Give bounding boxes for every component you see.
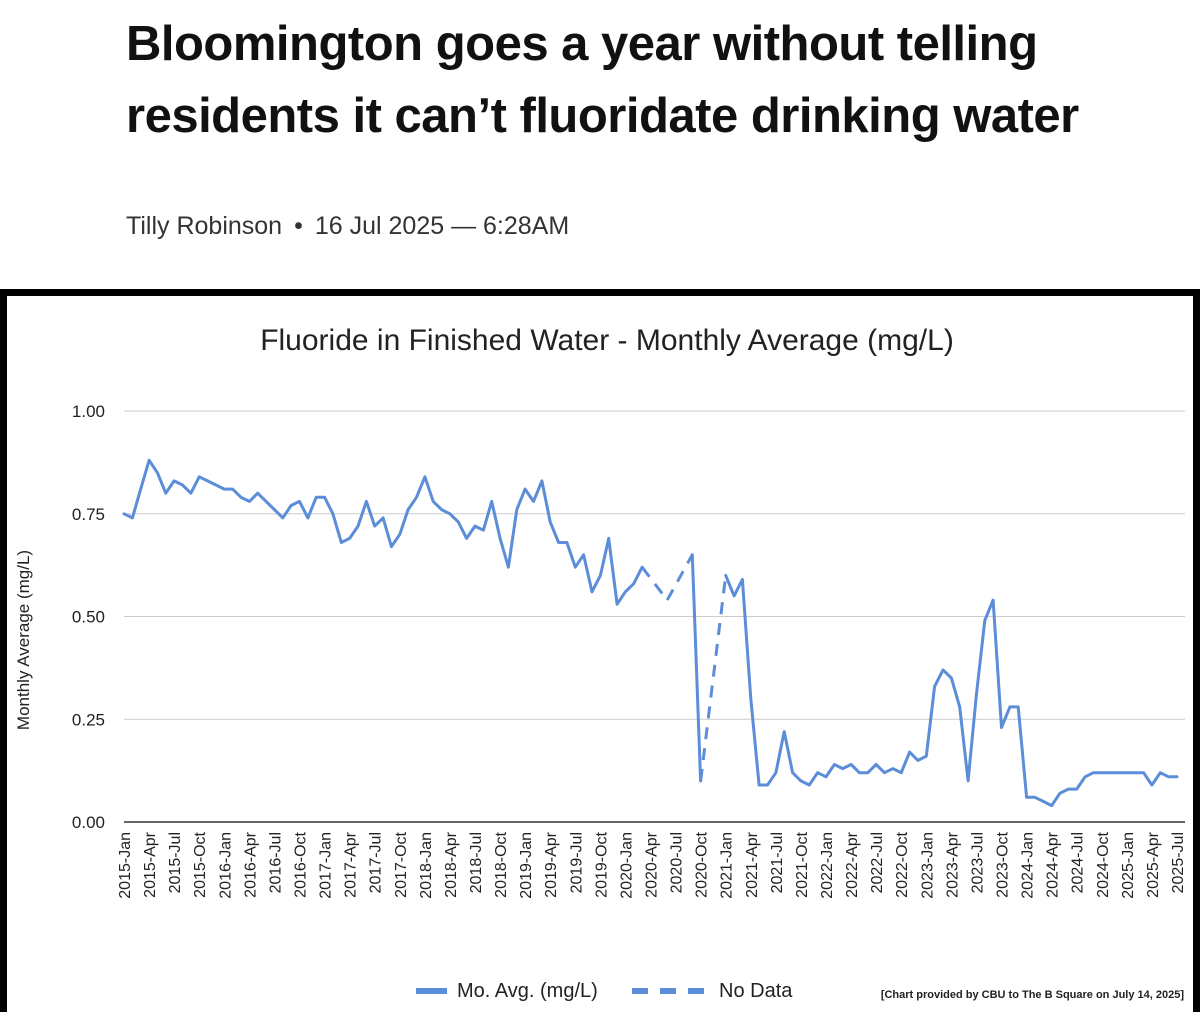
x-tick-label: 2022-Apr [844, 831, 861, 897]
article-headline: Bloomington goes a year without telling … [126, 17, 1079, 143]
x-tick-label: 2020-Jan [618, 832, 635, 899]
x-tick-label: 2021-Apr [744, 831, 761, 897]
x-tick-label: 2021-Oct [794, 831, 811, 897]
x-tick-label: 2019-Oct [593, 831, 610, 897]
y-tick-label: 0.00 [72, 813, 105, 832]
series-line-no-data [665, 554, 694, 601]
x-tick-label: 2025-Jul [1170, 832, 1187, 893]
x-tick-label: 2023-Oct [995, 831, 1012, 897]
x-tick-label: 2019-Apr [543, 831, 560, 897]
y-tick-label: 0.25 [72, 710, 105, 729]
chart-gridlines [124, 410, 1185, 823]
x-tick-label: 2023-Apr [944, 831, 961, 897]
x-tick-label: 2015-Jan [117, 832, 134, 899]
x-tick-label: 2019-Jul [568, 832, 585, 893]
x-tick-label: 2016-Apr [242, 831, 259, 897]
series-line-mo-avg [122, 458, 644, 606]
x-tick-label: 2017-Jul [368, 832, 385, 893]
chart-title: Fluoride in Finished Water - Monthly Ave… [260, 324, 954, 357]
publish-date: 16 Jul 2025 — 6:28AM [314, 212, 570, 240]
y-tick-label: 0.75 [72, 505, 105, 524]
x-tick-label: 2015-Oct [192, 831, 209, 897]
x-tick-label: 2016-Jan [217, 832, 234, 899]
y-axis-label: Monthly Average (mg/L) [14, 550, 33, 730]
x-tick-label: 2018-Jul [468, 832, 485, 893]
fluoride-line-chart: Fluoride in Finished Water - Monthly Ave… [14, 324, 1187, 1002]
y-tick-label: 0.50 [72, 608, 105, 627]
x-tick-label: 2025-Apr [1145, 831, 1162, 897]
chart-frame: Fluoride in Finished Water - Monthly Ave… [0, 289, 1200, 1012]
x-tick-label: 2024-Apr [1045, 831, 1062, 897]
x-tick-label: 2022-Jan [819, 832, 836, 899]
x-tick-label: 2018-Jan [418, 832, 435, 899]
x-tick-label: 2024-Oct [1095, 831, 1112, 897]
legend-label-no-data: No Data [719, 980, 793, 1002]
x-tick-label: 2020-Apr [644, 831, 661, 897]
x-tick-label: 2020-Oct [694, 831, 711, 897]
x-tick-label: 2024-Jan [1020, 832, 1037, 899]
series-line-no-data [640, 566, 669, 601]
x-tick-label: 2021-Jul [769, 832, 786, 893]
y-axis-ticks: 1.00 0.75 0.50 0.25 0.00 [72, 402, 105, 832]
chart-source-note: [Chart provided by CBU to The B Square o… [881, 989, 1185, 1001]
x-tick-label: 2024-Jul [1070, 832, 1087, 893]
x-tick-label: 2025-Jan [1120, 832, 1137, 899]
x-tick-label: 2018-Oct [493, 831, 510, 897]
x-tick-label: 2016-Oct [293, 831, 310, 897]
x-tick-label: 2020-Jul [669, 832, 686, 893]
legend-label-mo-avg: Mo. Avg. (mg/L) [457, 980, 598, 1002]
x-tick-label: 2019-Jan [518, 832, 535, 899]
author-name[interactable]: Tilly Robinson [126, 212, 283, 240]
x-tick-label: 2023-Jul [969, 832, 986, 893]
x-tick-label: 2022-Oct [894, 831, 911, 897]
series-line-mo-avg [690, 553, 703, 783]
x-tick-label: 2023-Jan [919, 832, 936, 899]
byline-separator: • [294, 212, 303, 240]
y-tick-label: 1.00 [72, 402, 105, 421]
chart-series [122, 458, 1179, 808]
series-line-no-data [699, 575, 728, 782]
series-line-mo-avg [724, 573, 1179, 808]
x-tick-label: 2015-Jul [167, 832, 184, 893]
chart-legend: Mo. Avg. (mg/L) No Data [416, 980, 793, 1002]
x-tick-label: 2022-Jul [869, 832, 886, 893]
x-tick-label: 2017-Jan [318, 832, 335, 899]
x-tick-label: 2017-Oct [393, 831, 410, 897]
article-byline: Tilly Robinson • 16 Jul 2025 — 6:28AM [126, 212, 569, 241]
x-tick-label: 2016-Jul [267, 832, 284, 893]
x-tick-label: 2017-Apr [343, 831, 360, 897]
x-tick-label: 2018-Apr [443, 831, 460, 897]
x-tick-label: 2021-Jan [719, 832, 736, 899]
x-axis-ticks: 2015-Jan 2015-Apr 2015-Jul 2015-Oct 2016-Jan… [117, 831, 1187, 898]
x-tick-label: 2015-Apr [142, 831, 159, 897]
